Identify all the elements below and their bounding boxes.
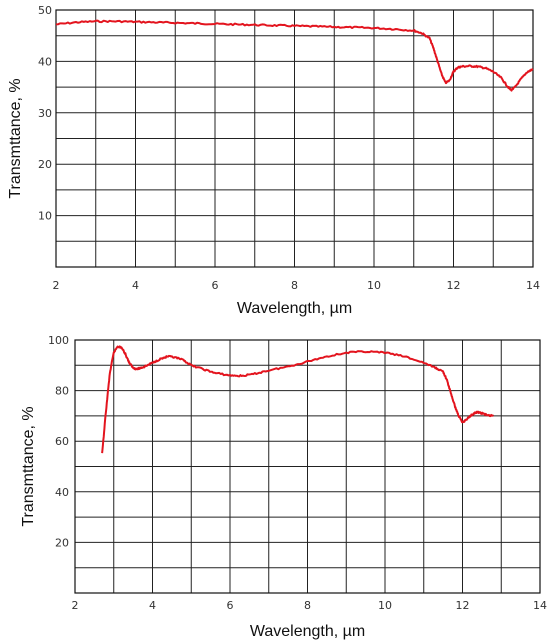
bottom-transmittance-chart: 2 4 6 8 10 12 14 20 40 60 80 100 Wavelength, µm Tr…	[20, 334, 547, 640]
top-transmittance-curve	[55, 19, 534, 92]
bottom-x-tick-label: 6	[227, 599, 234, 612]
top-y-tick-label: 20	[38, 158, 52, 171]
top-x-tick-label: 12	[447, 279, 461, 292]
top-y-tick-label: 30	[38, 107, 52, 120]
top-x-tick-labels: 2 4 6 8 10 12 14	[53, 279, 541, 292]
bottom-y-tick-label: 100	[48, 334, 69, 347]
top-y-axis-title: Transmttance, %	[7, 78, 24, 198]
bottom-y-tick-label: 40	[55, 486, 69, 499]
bottom-plot-frame	[74, 339, 541, 594]
bottom-x-tick-label: 2	[72, 599, 79, 612]
top-y-tick-labels: 10 20 30 40 50	[38, 4, 52, 223]
bottom-x-tick-label: 8	[304, 599, 311, 612]
top-x-tick-label: 4	[132, 279, 139, 292]
bottom-y-tick-label: 60	[55, 435, 69, 448]
top-x-tick-label: 8	[291, 279, 298, 292]
top-x-tick-label: 10	[367, 279, 381, 292]
top-y-tick-label: 10	[38, 210, 52, 223]
bottom-y-tick-label: 80	[55, 385, 69, 398]
top-x-tick-label: 14	[526, 279, 540, 292]
top-gridlines	[56, 10, 533, 267]
top-x-tick-label: 2	[53, 279, 60, 292]
top-y-tick-label: 50	[38, 4, 52, 17]
bottom-y-axis-title: Transmttance, %	[20, 406, 37, 526]
top-transmittance-chart: 2 4 6 8 10 12 14 10 20 30 40 50 Wavelength, µm Tra…	[7, 4, 540, 317]
bottom-y-tick-label: 20	[55, 536, 69, 549]
bottom-x-axis-title: Wavelength, µm	[250, 623, 365, 640]
bottom-transmittance-curve	[101, 345, 494, 454]
bottom-y-tick-labels: 20 40 60 80 100	[48, 334, 69, 549]
top-x-axis-title: Wavelength, µm	[237, 300, 352, 317]
bottom-x-tick-label: 14	[533, 599, 547, 612]
bottom-x-tick-label: 12	[456, 599, 470, 612]
bottom-gridlines	[75, 340, 540, 593]
bottom-x-tick-label: 10	[378, 599, 392, 612]
bottom-x-tick-label: 4	[149, 599, 156, 612]
top-y-tick-label: 40	[38, 55, 52, 68]
top-x-tick-label: 6	[212, 279, 219, 292]
bottom-x-tick-labels: 2 4 6 8 10 12 14	[72, 599, 547, 612]
top-plot-frame	[55, 9, 534, 268]
